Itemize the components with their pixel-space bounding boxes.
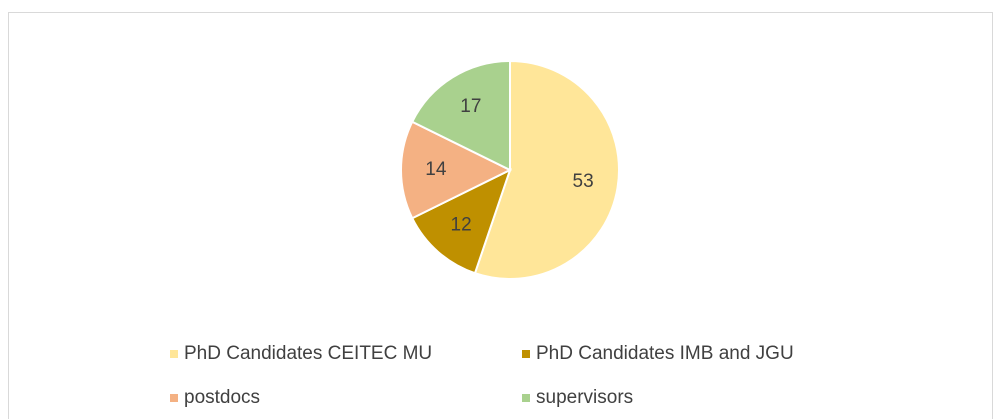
pie-slice [400,120,513,220]
data-label: 53 [573,171,594,192]
pie-slice [410,59,511,172]
data-label: 17 [460,96,481,117]
legend-label: postdocs [184,387,260,408]
legend-marker [170,350,178,358]
pie-slice [410,168,512,275]
legend-marker [170,394,178,402]
data-label: 14 [425,159,447,180]
legend-marker [522,394,530,402]
legend-label: PhD Candidates CEITEC MU [184,343,432,364]
data-label: 12 [451,215,472,236]
legend-label: supervisors [536,387,633,408]
legend-marker [522,350,530,358]
legend-label: PhD Candidates IMB and JGU [536,343,794,364]
